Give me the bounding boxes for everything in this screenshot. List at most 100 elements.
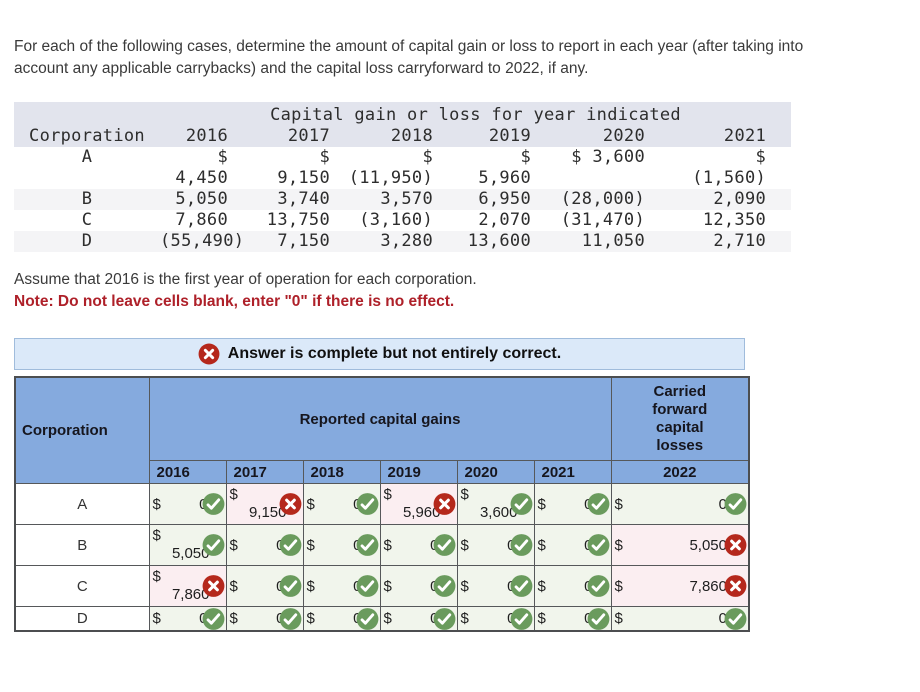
amount-line: 12,350 [702, 210, 767, 230]
answer-cell-content: $5,050 [615, 536, 746, 555]
answer-table-header-row-2: 2016 2017 2018 2019 2020 2021 2022 [15, 460, 750, 484]
check-icon [510, 607, 533, 630]
dollar-sign: $ [537, 577, 546, 595]
answer-cell-C-2019[interactable]: $0 [379, 565, 458, 607]
dollar-sign: $ [460, 486, 469, 503]
answer-cell-B-2020[interactable]: $0 [456, 524, 535, 566]
check-icon [279, 607, 302, 630]
dollar-sign: $ [614, 495, 623, 513]
check-icon [356, 607, 379, 630]
answer-cell-C-2022[interactable]: $7,860 [610, 565, 750, 607]
amount-line: (11,950) [348, 168, 433, 188]
dollar-sign: $ [306, 577, 315, 595]
column-header-2017: 2017 [287, 126, 330, 146]
dollar-sign: $ [306, 495, 315, 513]
cross-icon [724, 534, 747, 557]
given-amount-cell: 2,090 [645, 189, 791, 210]
dollar-sign: $ [383, 577, 392, 595]
corporation-label: A [81, 147, 93, 167]
answer-cell-C-2018[interactable]: $0 [302, 565, 381, 607]
amount-line: 7,860 [175, 210, 228, 230]
amount-value: 0 [718, 495, 727, 513]
given-amount-cell: (3,160) [330, 210, 433, 231]
dollar-sign: $ [383, 486, 392, 503]
amount-line: (31,470) [560, 210, 645, 230]
spacer-cell [14, 102, 160, 126]
corporation-label: A [14, 483, 150, 525]
answer-cell-D-2018[interactable]: $0 [302, 606, 381, 632]
amount-line: (3,160) [359, 210, 433, 230]
given-table-row-A: A $ 4,450 $9,150 $ (11,950) $5,960 $ 3,600 $ (1,… [14, 147, 791, 189]
answer-cell-B-2021[interactable]: $0 [533, 524, 612, 566]
answer-cell-B-2016[interactable]: $5,050 [148, 524, 227, 566]
answer-cell-A-2022[interactable]: $0 [610, 483, 750, 525]
answer-cell-C-2021[interactable]: $0 [533, 565, 612, 607]
amount-line: $ 3,600 [571, 147, 645, 167]
answer-cell-B-2017[interactable]: $0 [225, 524, 304, 566]
answer-cell-A-2021[interactable]: $0 [533, 483, 612, 525]
answer-cell-A-2020[interactable]: $3,600 [456, 483, 535, 525]
amount-line: (28,000) [560, 189, 645, 209]
check-icon [587, 534, 610, 557]
dollar-sign: $ [229, 610, 238, 627]
amount-line: 3,280 [380, 231, 433, 251]
dollar-sign: $ [383, 536, 392, 554]
given-table-title: Capital gain or loss for year indicated [270, 105, 681, 125]
answer-cell-A-2019[interactable]: $5,960 [379, 483, 458, 525]
answer-cell-D-2019[interactable]: $0 [379, 606, 458, 632]
dollar-sign: $ [152, 568, 161, 585]
given-amount-cell: $9,150 [228, 147, 330, 189]
answer-cell-A-2016[interactable]: $0 [148, 483, 227, 525]
answer-table-row-B: B$5,050$0$0$0$0$0$5,050 [14, 524, 750, 566]
dollar-sign: $ [614, 610, 623, 627]
given-amount-cell: (31,470) [531, 210, 645, 231]
answer-cell-C-2017[interactable]: $0 [225, 565, 304, 607]
given-amount-cell: 3,570 [330, 189, 433, 210]
given-table-title-row: Capital gain or loss for year indicated [14, 102, 792, 126]
given-amount-cell: 13,600 [433, 231, 531, 252]
answer-cell-content: $5,050 [153, 527, 223, 563]
answer-cell-D-2016[interactable]: $0 [148, 606, 227, 632]
answer-year-header-2022: 2022 [610, 460, 750, 484]
corporation-label: C [81, 210, 93, 230]
answer-cell-C-2020[interactable]: $0 [456, 565, 535, 607]
check-icon [510, 493, 533, 516]
answer-cell-content: $7,860 [153, 568, 223, 604]
answer-cell-content: $7,860 [615, 577, 746, 596]
dollar-sign: $ [306, 610, 315, 627]
answer-cell-A-2017[interactable]: $9,150 [225, 483, 304, 525]
check-icon [724, 607, 747, 630]
answer-cell-B-2019[interactable]: $0 [379, 524, 458, 566]
check-icon [587, 607, 610, 630]
answer-cell-content: $0 [615, 609, 746, 628]
dollar-sign: $ [537, 495, 546, 513]
given-table-row-B: B 5,050 3,740 3,570 6,950 (28,000) 2,090 [14, 189, 792, 210]
answer-cell-B-2018[interactable]: $0 [302, 524, 381, 566]
check-icon [433, 534, 456, 557]
amount-line: 2,070 [478, 210, 531, 230]
check-icon [279, 534, 302, 557]
dollar-sign: $ [460, 610, 469, 627]
question-text-line-1: For each of the following cases, determi… [14, 38, 804, 55]
answer-cell-C-2016[interactable]: $7,860 [148, 565, 227, 607]
given-table-row-D: D (55,490) 7,150 3,280 13,600 11,050 2,710 [14, 231, 792, 252]
answer-cell-D-2022[interactable]: $0 [610, 606, 750, 632]
answer-cell-A-2018[interactable]: $0 [302, 483, 381, 525]
amount-value: 7,860 [689, 577, 727, 595]
answer-cell-content: $9,150 [230, 486, 300, 522]
answer-header-carryforward: Carried forward capital losses [610, 376, 750, 461]
answer-cell-D-2021[interactable]: $0 [533, 606, 612, 632]
amount-line: 5,960 [478, 168, 531, 188]
check-icon [510, 575, 533, 598]
given-amount-cell: 5,050 [160, 189, 228, 210]
given-amount-cell: 7,150 [228, 231, 330, 252]
given-amount-cell: 2,070 [433, 210, 531, 231]
answer-cell-D-2017[interactable]: $0 [225, 606, 304, 632]
answer-cell-B-2022[interactable]: $5,050 [610, 524, 750, 566]
answer-table-row-A: A$0$9,150$0$5,960$3,600$0$0 [14, 483, 750, 525]
answer-cell-D-2020[interactable]: $0 [456, 606, 535, 632]
check-icon [587, 575, 610, 598]
column-header-2016: 2016 [185, 126, 228, 146]
check-icon [202, 607, 225, 630]
grade-banner-text: Answer is complete but not entirely corr… [227, 345, 562, 362]
